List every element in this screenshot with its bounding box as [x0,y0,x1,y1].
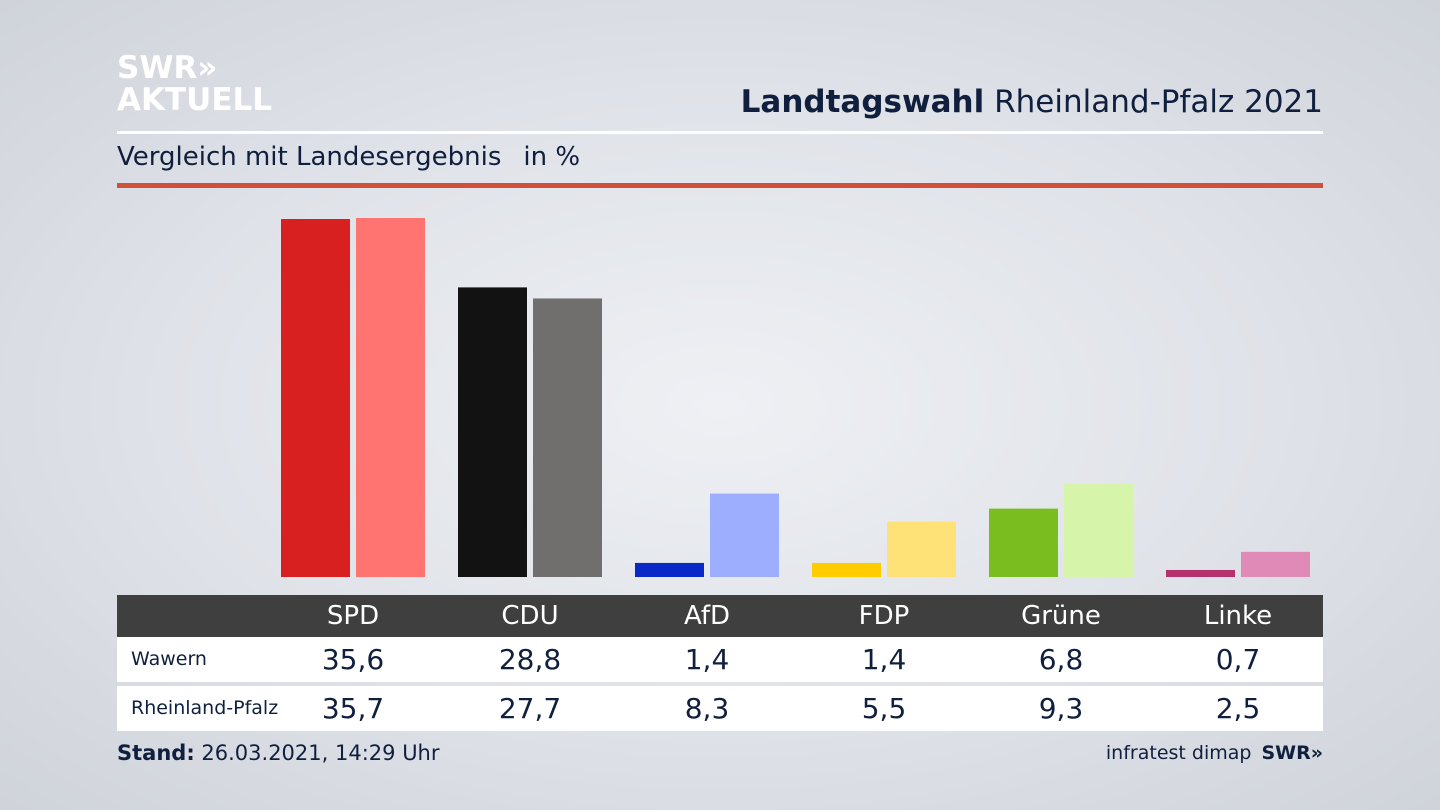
value-fdp-rheinland-pfalz: 5,5 [861,692,907,725]
value-fdp-wawern: 1,4 [861,643,907,676]
column-header-gruene: Grüne [1021,601,1101,631]
stand-value: 26.03.2021, 14:29 Uhr [201,741,440,765]
stand-label: Stand: [117,741,195,765]
value-linke-rheinland-pfalz: 2,5 [1215,692,1261,725]
subtitle-text: Vergleich mit Landesergebnis [117,142,502,172]
column-header-fdp: FDP [858,601,910,631]
column-header-spd: SPD [326,601,380,631]
page-title: Landtagswahl Rheinland-Pfalz 2021 [741,84,1323,120]
value-spd-wawern: 35,6 [321,643,385,676]
chart-subtitle: Vergleich mit Landesergebnis in % [117,142,580,172]
logo-line2: AKTUELL [117,82,273,118]
bar-fdp-wawern [812,562,881,577]
table-header: SPD CDU AfD FDP Grüne Linke [117,595,1323,637]
swr-footer-logo: SWR» [1261,742,1323,764]
column-header-cdu: CDU [501,601,559,631]
logo-arrows-icon: » [197,50,218,86]
accent-divider [117,183,1323,188]
bar-afd-rheinland-pfalz [710,493,779,577]
title-rest: Rheinland-Pfalz 2021 [994,84,1323,120]
results-table: SPD CDU AfD FDP Grüne Linke Wawern 35,6 28,8 1,… [117,595,1323,731]
bar-gruene-rheinland-pfalz [1064,483,1133,577]
value-gruene-rheinland-pfalz: 9,3 [1038,692,1084,725]
bar-linke-wawern [1166,569,1235,577]
row-label-rheinland-pfalz: Rheinland-Pfalz [131,697,279,719]
stand-timestamp: Stand: 26.03.2021, 14:29 Uhr [117,741,440,765]
source-credit: infratest dimap SWR» [1106,742,1323,764]
bar-cdu-wawern [458,287,527,577]
table-row-rheinland-pfalz: Rheinland-Pfalz 35,7 27,7 8,3 5,5 9,3 2,5 [117,686,1323,731]
row-label-wawern: Wawern [131,648,207,670]
column-header-afd: AfD [683,601,731,631]
bar-fdp-rheinland-pfalz [887,521,956,577]
bar-spd-rheinland-pfalz [356,218,425,577]
value-linke-wawern: 0,7 [1215,643,1261,676]
value-afd-rheinland-pfalz: 8,3 [684,692,730,725]
value-spd-rheinland-pfalz: 35,7 [321,692,385,725]
column-header-linke: Linke [1203,601,1273,631]
bar-linke-rheinland-pfalz [1241,551,1310,577]
swr-aktuell-logo: SWR» AKTUELL [117,52,272,116]
value-gruene-wawern: 6,8 [1038,643,1084,676]
subtitle-unit: in % [523,142,581,172]
value-cdu-rheinland-pfalz: 27,7 [498,692,562,725]
source-text: infratest dimap [1105,742,1252,764]
bar-cdu-rheinland-pfalz [533,298,602,577]
bar-spd-wawern [281,219,350,577]
value-afd-wawern: 1,4 [684,643,730,676]
value-cdu-wawern: 28,8 [498,643,562,676]
table-row-wawern: Wawern 35,6 28,8 1,4 1,4 6,8 0,7 [117,637,1323,682]
bar-gruene-wawern [989,508,1058,577]
title-bold: Landtagswahl [740,84,985,120]
bar-afd-wawern [635,562,704,577]
logo-line1: SWR [117,50,198,86]
title-divider [117,131,1323,134]
